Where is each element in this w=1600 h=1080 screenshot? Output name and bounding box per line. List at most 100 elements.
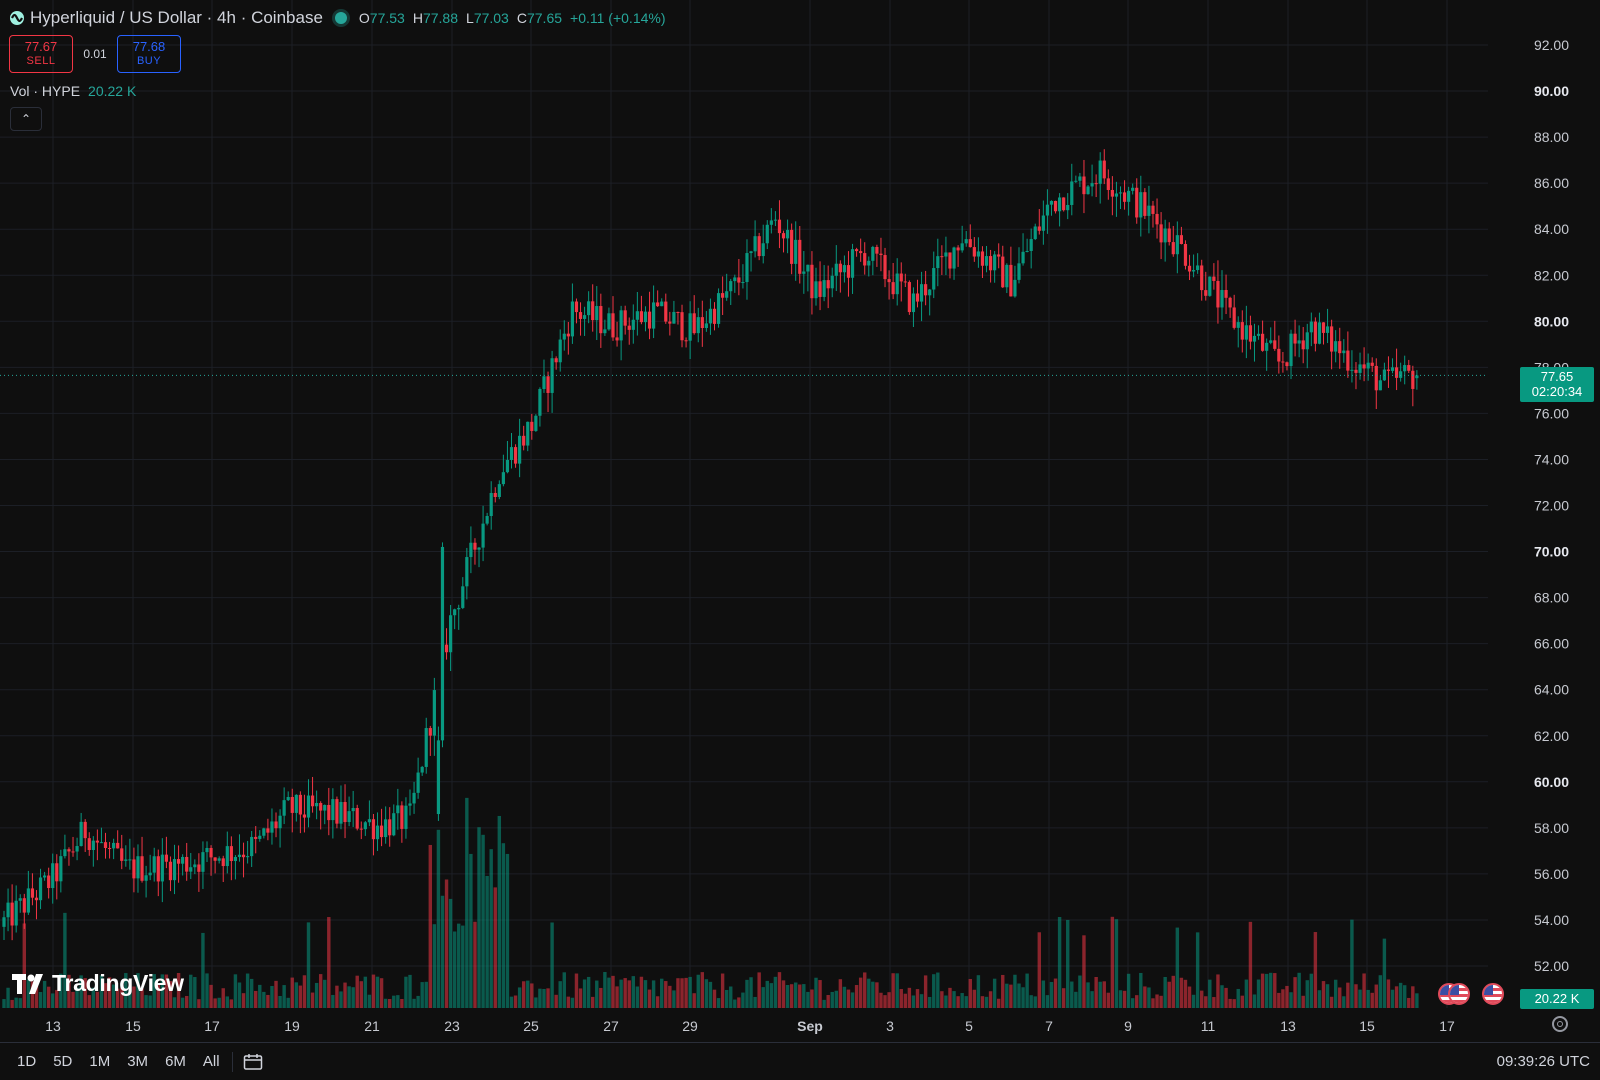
candle-body <box>432 690 436 736</box>
volume-bar <box>432 924 437 1008</box>
price-tick-label: 54.00 <box>1534 912 1569 928</box>
symbol-title[interactable]: Hyperliquid / US Dollar · 4h · Coinbase <box>30 8 323 27</box>
volume-bar <box>1147 987 1151 1008</box>
volume-bar <box>716 998 721 1008</box>
time-tick-label: 25 <box>523 1018 539 1034</box>
volume-legend-value: 20.22 K <box>88 83 137 99</box>
candle-body <box>1309 321 1313 333</box>
range-5d[interactable]: 5D <box>53 1053 73 1070</box>
volume-bar <box>700 972 705 1008</box>
candle-body <box>997 254 1001 257</box>
candle-body <box>1025 250 1029 252</box>
candle-body <box>185 856 189 872</box>
range-1m[interactable]: 1M <box>89 1053 111 1070</box>
time-tick-label: 3 <box>886 1018 894 1034</box>
candle-body <box>765 224 769 244</box>
volume-bar <box>416 995 420 1008</box>
volume-bar <box>1269 972 1273 1008</box>
candle-body <box>652 302 656 329</box>
candle-body <box>1090 183 1094 187</box>
volume-bar <box>956 996 960 1008</box>
sell-label: SELL <box>26 55 56 67</box>
volume-bar <box>846 989 851 1008</box>
candle-body <box>116 842 120 849</box>
collapse-legend-button[interactable]: ⌃ <box>10 107 42 131</box>
candle-body <box>1370 362 1374 366</box>
utc-clock[interactable]: 09:39:26 UTC <box>1496 1053 1590 1070</box>
volume-bar <box>696 974 700 1008</box>
volume-bar <box>1057 917 1062 1008</box>
candle-body <box>290 797 294 813</box>
volume-bar <box>168 981 173 1008</box>
range-6m[interactable]: 6M <box>165 1053 186 1070</box>
candle-body <box>960 243 964 251</box>
volume-bar <box>757 972 761 1008</box>
candle-body <box>891 282 895 295</box>
volume-bar <box>436 829 441 1008</box>
volume-bar <box>1264 973 1269 1008</box>
candle-body <box>1297 340 1301 344</box>
volume-bar <box>1256 979 1261 1008</box>
volume-bar <box>781 980 786 1008</box>
candle-body <box>509 447 514 460</box>
volume-bar <box>1289 992 1293 1008</box>
candle-body <box>1269 340 1273 343</box>
volume-bar <box>225 996 229 1008</box>
volume-bar <box>769 983 774 1008</box>
candle-body <box>1122 192 1127 202</box>
range-1d[interactable]: 1D <box>17 1053 37 1070</box>
settings-gear-icon[interactable] <box>1552 1016 1568 1032</box>
candle-body <box>1321 322 1326 333</box>
us-flag-icon[interactable] <box>1482 983 1504 1005</box>
candle-body <box>355 808 359 829</box>
candle-body <box>1086 186 1090 195</box>
sell-button[interactable]: 77.67 SELL <box>9 35 73 73</box>
candle-body <box>55 863 59 882</box>
candle-body <box>181 856 185 864</box>
time-tick-label: 15 <box>125 1018 141 1034</box>
volume-bar <box>485 875 489 1008</box>
candle-body <box>1325 326 1330 333</box>
candle-body <box>554 358 558 363</box>
tradingview-logo[interactable]: TradingView <box>12 970 184 997</box>
volume-bar <box>761 987 765 1008</box>
volume-bar <box>63 912 67 1008</box>
volume-bar <box>607 977 611 1008</box>
date-range-calendar-icon[interactable] <box>243 1053 263 1071</box>
volume-bar <box>379 978 384 1008</box>
price-tick-label: 56.00 <box>1534 866 1569 882</box>
price-tick-label: 86.00 <box>1534 175 1569 191</box>
volume-bar <box>664 981 668 1008</box>
volume-bar <box>10 999 14 1008</box>
volume-bar <box>899 989 903 1008</box>
candle-body <box>1139 192 1143 218</box>
volume-bar <box>704 979 709 1008</box>
price-chart[interactable]: 52.00 54.00 56.00 58.00 60.00 62.00 64.00 66.00… <box>0 0 1600 1042</box>
buy-button[interactable]: 77.68 BUY <box>117 35 181 73</box>
volume-bar <box>189 974 193 1008</box>
us-flag-icon[interactable] <box>1448 983 1470 1005</box>
candle-body <box>1147 205 1151 216</box>
candle-body <box>899 273 903 282</box>
volume-bar <box>120 987 124 1008</box>
volume-legend[interactable]: Vol · HYPE 20.22 K <box>10 83 136 99</box>
volume-bar <box>1378 975 1383 1008</box>
volume-bar <box>1179 977 1184 1008</box>
candle-body <box>22 898 26 913</box>
candle-body <box>371 819 376 840</box>
candle-body <box>128 859 132 861</box>
candle-body <box>708 308 713 324</box>
volume-bar <box>1017 983 1021 1008</box>
candle-body <box>546 376 550 393</box>
candle-body <box>1074 180 1078 182</box>
range-all[interactable]: All <box>202 1053 220 1070</box>
volume-bar <box>22 923 26 1008</box>
range-3m[interactable]: 3M <box>127 1053 149 1070</box>
candle-body <box>976 251 980 257</box>
candle-body <box>1155 213 1159 225</box>
volume-bar <box>201 932 205 1008</box>
candle-body <box>968 239 972 248</box>
volume-bar <box>1009 984 1013 1008</box>
candle-body <box>1029 239 1033 251</box>
volume-bar <box>209 984 213 1008</box>
